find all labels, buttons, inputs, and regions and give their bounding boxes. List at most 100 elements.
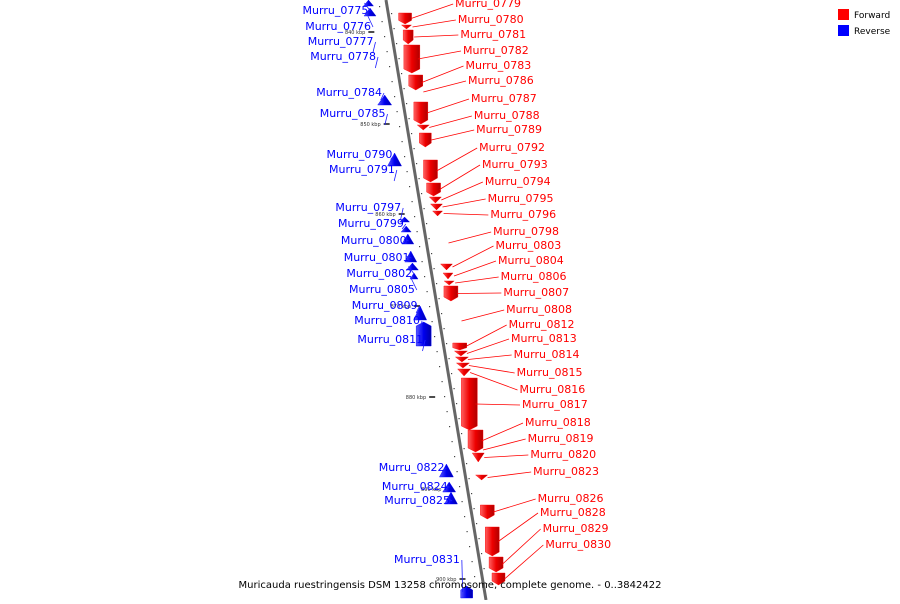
gene-feature-murru_0799[interactable] <box>400 225 412 233</box>
gene-feature-murru_0831[interactable] <box>460 585 473 599</box>
gene-label-murru_0825[interactable]: Murru_0825 <box>384 494 450 507</box>
gene-feature-murru_0807[interactable] <box>443 285 459 302</box>
gene-label-murru_0811[interactable]: Murru_0811 <box>357 333 423 346</box>
gene-feature-murru_0813[interactable] <box>453 350 469 357</box>
gene-feature-murru_0816[interactable] <box>457 368 472 377</box>
gene-label-murru_0787[interactable]: Murru_0787 <box>471 92 537 105</box>
gene-feature-murru_0806[interactable] <box>443 280 455 286</box>
gene-label-murru_0802[interactable]: Murru_0802 <box>346 267 412 280</box>
gene-label-murru_0809[interactable]: Murru_0809 <box>352 299 418 312</box>
gene-feature-murru_0814[interactable] <box>454 356 470 363</box>
gene-label-murru_0797[interactable]: Murru_0797 <box>335 201 401 214</box>
gene-feature-murru_0796[interactable] <box>432 210 444 217</box>
leader-line-murru_0826 <box>493 498 536 513</box>
gene-feature-murru_0828[interactable] <box>485 526 500 557</box>
axis-dot <box>416 163 418 165</box>
gene-feature-murru_0830[interactable] <box>491 572 506 586</box>
axis-dot <box>461 501 463 503</box>
gene-feature-murru_0780[interactable] <box>400 24 413 30</box>
gene-feature-murru_0783[interactable] <box>408 74 423 91</box>
leader-line-murru_0814 <box>467 354 512 360</box>
gene-label-murru_0812[interactable]: Murru_0812 <box>509 318 575 331</box>
gene-label-murru_0778[interactable]: Murru_0778 <box>310 50 376 63</box>
gene-label-murru_0807[interactable]: Murru_0807 <box>503 286 569 299</box>
gene-label-murru_0804[interactable]: Murru_0804 <box>498 254 564 267</box>
gene-label-murru_0799[interactable]: Murru_0799 <box>338 217 404 230</box>
gene-label-murru_0775[interactable]: Murru_0775 <box>303 4 369 17</box>
gene-label-murru_0789[interactable]: Murru_0789 <box>476 123 542 136</box>
gene-label-murru_0783[interactable]: Murru_0783 <box>466 59 532 72</box>
gene-label-murru_0803[interactable]: Murru_0803 <box>496 239 562 252</box>
gene-feature-murru_0817[interactable] <box>461 377 478 431</box>
gene-feature-murru_0823[interactable] <box>475 474 489 481</box>
gene-label-murru_0784[interactable]: Murru_0784 <box>316 86 382 99</box>
gene-feature-murru_0784[interactable] <box>377 94 393 106</box>
gene-label-murru_0805[interactable]: Murru_0805 <box>349 283 415 296</box>
gene-label-murru_0818[interactable]: Murru_0818 <box>525 416 591 429</box>
gene-feature-murru_0789[interactable] <box>419 132 432 148</box>
gene-feature-murru_0826[interactable] <box>480 504 495 520</box>
gene-label-murru_0810[interactable]: Murru_0810 <box>354 314 420 327</box>
gene-label-murru_0798[interactable]: Murru_0798 <box>493 225 559 238</box>
gene-label-murru_0776[interactable]: Murru_0776 <box>305 20 371 33</box>
gene-label-murru_0793[interactable]: Murru_0793 <box>482 158 548 171</box>
gene-feature-murru_0812[interactable] <box>452 342 467 351</box>
gene-label-murru_0817[interactable]: Murru_0817 <box>522 398 588 411</box>
gene-label-murru_0788[interactable]: Murru_0788 <box>474 109 540 122</box>
gene-label-murru_0779[interactable]: Murru_0779 <box>455 0 521 10</box>
gene-label-murru_0824[interactable]: Murru_0824 <box>382 480 448 493</box>
gene-feature-murru_0829[interactable] <box>488 556 504 573</box>
gene-label-murru_0782[interactable]: Murru_0782 <box>463 44 529 57</box>
gene-label-murru_0831[interactable]: Murru_0831 <box>394 553 460 566</box>
gene-feature-murru_0795[interactable] <box>430 203 443 211</box>
gene-feature-murru_0803[interactable] <box>440 263 453 271</box>
gene-label-murru_0795[interactable]: Murru_0795 <box>488 192 554 205</box>
gene-label-murru_0781[interactable]: Murru_0781 <box>460 28 526 41</box>
gene-label-murru_0814[interactable]: Murru_0814 <box>514 348 580 361</box>
leader-line-murru_0784 <box>380 92 385 101</box>
gene-feature-murru_0809[interactable] <box>413 305 427 321</box>
gene-label-murru_0780[interactable]: Murru_0780 <box>458 13 524 26</box>
gene-label-murru_0829[interactable]: Murru_0829 <box>543 522 609 535</box>
gene-label-murru_0785[interactable]: Murru_0785 <box>320 107 386 120</box>
gene-label-murru_0822[interactable]: Murru_0822 <box>379 461 445 474</box>
gene-feature-murru_0781[interactable] <box>402 29 414 45</box>
gene-feature-murru_0779[interactable] <box>398 12 412 25</box>
gene-label-murru_0815[interactable]: Murru_0815 <box>517 366 583 379</box>
gene-label-murru_0792[interactable]: Murru_0792 <box>479 141 545 154</box>
gene-feature-murru_0782[interactable] <box>403 44 421 74</box>
gene-feature-murru_0818[interactable] <box>467 429 484 453</box>
gene-label-murru_0828[interactable]: Murru_0828 <box>540 506 606 519</box>
gene-feature-murru_0805[interactable] <box>409 272 419 280</box>
gene-label-murru_0791[interactable]: Murru_0791 <box>329 163 395 176</box>
axis-dot <box>421 261 423 263</box>
gene-label-murru_0820[interactable]: Murru_0820 <box>530 448 596 461</box>
gene-label-murru_0794[interactable]: Murru_0794 <box>485 175 551 188</box>
gene-feature-murru_0820[interactable] <box>471 452 485 463</box>
gene-label-murru_0790[interactable]: Murru_0790 <box>327 148 393 161</box>
gene-feature-murru_0794[interactable] <box>428 196 442 204</box>
gene-feature-murru_0787[interactable] <box>413 101 429 125</box>
gene-label-murru_0819[interactable]: Murru_0819 <box>528 432 594 445</box>
gene-label-murru_0808[interactable]: Murru_0808 <box>506 303 572 316</box>
gene-label-murru_0813[interactable]: Murru_0813 <box>511 332 577 345</box>
gene-label-murru_0800[interactable]: Murru_0800 <box>341 234 407 247</box>
gene-feature-murru_0797[interactable] <box>399 216 411 223</box>
gene-feature-murru_0815[interactable] <box>455 362 471 369</box>
gene-feature-murru_0792[interactable] <box>423 159 438 183</box>
gene-feature-murru_0788[interactable] <box>416 124 430 131</box>
gene-label-murru_0816[interactable]: Murru_0816 <box>520 383 586 396</box>
gene-label-murru_0786[interactable]: Murru_0786 <box>468 74 534 87</box>
gene-feature-murru_0804[interactable] <box>442 272 454 280</box>
gene-label-murru_0823[interactable]: Murru_0823 <box>533 465 599 478</box>
axis-dot <box>443 328 445 330</box>
gene-feature-murru_0793[interactable] <box>426 182 441 197</box>
axis-dot <box>476 523 478 525</box>
gene-label-murru_0806[interactable]: Murru_0806 <box>501 270 567 283</box>
gene-label-murru_0830[interactable]: Murru_0830 <box>545 538 611 551</box>
gene-label-murru_0777[interactable]: Murru_0777 <box>308 35 374 48</box>
gene-label-murru_0796[interactable]: Murru_0796 <box>490 208 556 221</box>
gene-label-murru_0826[interactable]: Murru_0826 <box>538 492 604 505</box>
gene-label-murru_0801[interactable]: Murru_0801 <box>344 251 410 264</box>
axis-dot <box>468 478 470 480</box>
